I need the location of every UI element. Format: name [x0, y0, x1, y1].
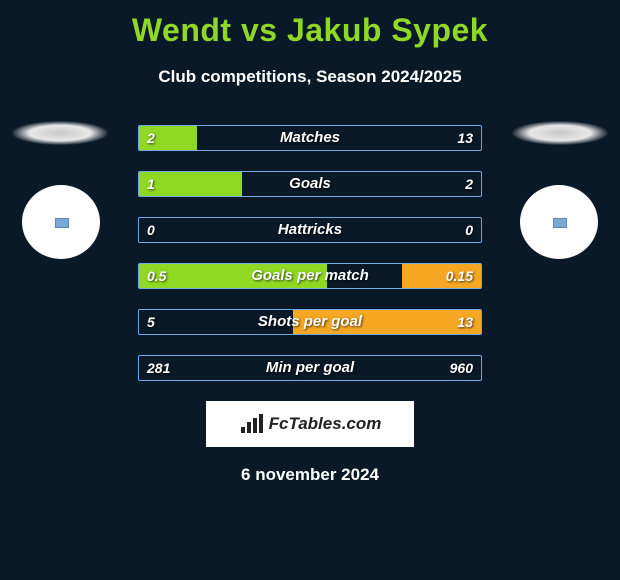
subtitle: Club competitions, Season 2024/2025: [0, 67, 620, 87]
bar-label: Min per goal: [139, 356, 481, 380]
right-player-disc: [520, 185, 598, 259]
page-title: Wendt vs Jakub Sypek: [0, 0, 620, 49]
left-player-shadow: [12, 121, 108, 145]
right-player-shadow: [512, 121, 608, 145]
bar-value-right: 13: [457, 126, 473, 150]
bar-chart-icon: [239, 413, 265, 435]
bar-hattricks: 0 Hattricks 0: [138, 217, 482, 243]
bar-label: Goals: [139, 172, 481, 196]
placeholder-icon: [55, 218, 69, 228]
comparison-bars: 2 Matches 13 1 Goals 2 0 Hattricks 0 0.5…: [138, 125, 482, 381]
bar-goals-per-match: 0.5 Goals per match 0.15: [138, 263, 482, 289]
bar-label: Shots per goal: [139, 310, 481, 334]
bar-label: Matches: [139, 126, 481, 150]
date-text: 6 november 2024: [0, 465, 620, 485]
bar-min-per-goal: 281 Min per goal 960: [138, 355, 482, 381]
bar-label: Goals per match: [139, 264, 481, 288]
brand-text: FcTables.com: [269, 414, 382, 434]
bar-value-right: 13: [457, 310, 473, 334]
bar-goals: 1 Goals 2: [138, 171, 482, 197]
bar-value-right: 2: [465, 172, 473, 196]
stats-area: 2 Matches 13 1 Goals 2 0 Hattricks 0 0.5…: [0, 125, 620, 447]
bar-matches: 2 Matches 13: [138, 125, 482, 151]
brand-box: FcTables.com: [206, 401, 414, 447]
bar-value-right: 0.15: [446, 264, 473, 288]
left-player-disc: [22, 185, 100, 259]
bar-value-right: 960: [450, 356, 473, 380]
placeholder-icon: [553, 218, 567, 228]
bar-label: Hattricks: [139, 218, 481, 242]
bar-shots-per-goal: 5 Shots per goal 13: [138, 309, 482, 335]
bar-value-right: 0: [465, 218, 473, 242]
